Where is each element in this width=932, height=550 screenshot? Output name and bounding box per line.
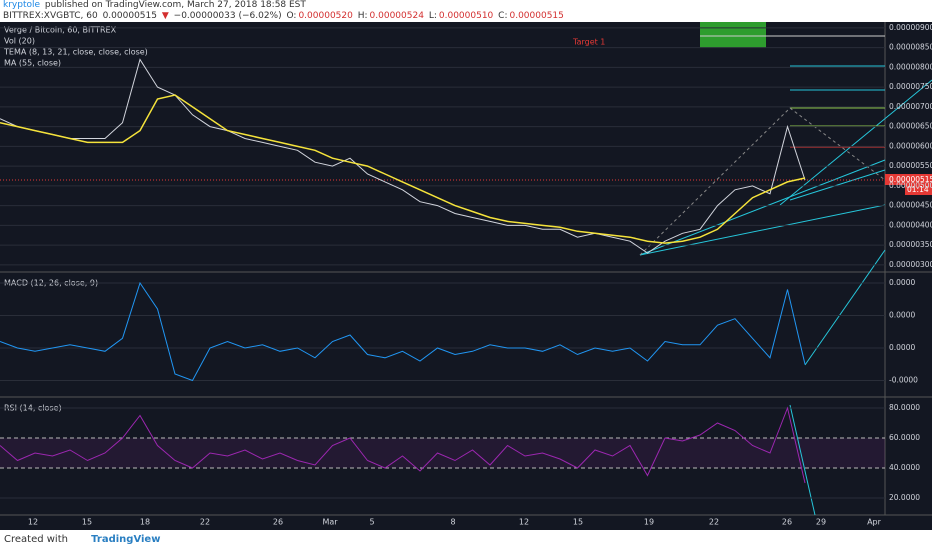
legend-vol: Vol (20)	[4, 37, 35, 46]
series-line	[0, 94, 806, 244]
x-tick-label: 5	[369, 518, 374, 527]
y-tick-label: 0.0000	[889, 343, 915, 352]
x-tick-label: 18	[140, 518, 150, 527]
h-label: H:	[357, 11, 368, 21]
legend-ma: MA (55, close)	[4, 59, 61, 68]
l-label: L:	[428, 11, 437, 21]
x-tick-label: Mar	[322, 518, 338, 527]
y-tick-label: 0.0000	[889, 310, 915, 319]
x-tick-label: 12	[519, 518, 529, 527]
series-line	[0, 58, 806, 254]
x-tick-label: 19	[644, 518, 654, 527]
y-tick-label: 0.00000550	[889, 161, 932, 170]
close: 0.00000515	[509, 11, 564, 21]
y-tick-label: 0.00000900	[889, 23, 932, 32]
publish-line: kryptole published on TradingView.com, M…	[3, 0, 308, 10]
x-tick-label: 26	[273, 518, 283, 527]
x-tick-label: 29	[816, 518, 826, 527]
countdown: 01:14	[907, 185, 929, 194]
y-tick-label: 0.0000	[889, 278, 915, 287]
series-line	[0, 281, 806, 382]
last: 0.00000515	[102, 11, 157, 21]
author[interactable]: kryptole	[3, 0, 41, 10]
symbol: BITTREX:XVGBTC, 60	[3, 11, 98, 21]
brand[interactable]: TradingView	[91, 534, 161, 545]
x-tick-label: Apr	[867, 518, 882, 527]
y-tick-label: 20.0000	[889, 493, 920, 502]
y-tick-label: 60.0000	[889, 433, 920, 442]
y-tick-label: 0.00000400	[889, 220, 932, 229]
quote-line: BITTREX:XVGBTC, 60 0.00000515 ▼ −0.00000…	[3, 11, 566, 21]
chart: Target 1 Verge / Bitcoin, 60, BITTREX Vo…	[0, 22, 932, 530]
x-tick-label: 22	[200, 518, 210, 527]
low: 0.00000510	[438, 11, 494, 21]
c-label: C:	[498, 11, 508, 21]
open: 0.00000520	[298, 11, 353, 21]
y-tick-label: 0.00000650	[889, 122, 932, 131]
target-box	[700, 22, 766, 48]
annotation: Target 1	[572, 38, 605, 47]
published: published on TradingView.com, March 27, …	[44, 0, 306, 10]
fib-levels	[0, 35, 885, 181]
legend-tema: TEMA (8, 13, 21, close, close, close)	[3, 48, 148, 57]
legend-main: Verge / Bitcoin, 60, BITTREX	[4, 26, 117, 35]
y-tick-label: 0.00000850	[889, 43, 932, 52]
arrow: ▼	[161, 11, 169, 21]
change: −0.00000033 (−6.02%)	[173, 11, 282, 21]
price-tag: 0.00000515	[889, 175, 932, 184]
x-tick-label: 15	[82, 518, 92, 527]
trendlines	[639, 79, 932, 516]
price-tag-bg	[885, 174, 932, 185]
series-line	[0, 406, 806, 484]
y-tick-label: 0.00000450	[889, 201, 932, 210]
y-tick-label: 0.00000350	[889, 240, 932, 249]
o-label: O:	[286, 11, 297, 21]
high: 0.00000524	[369, 11, 424, 21]
countdown-bg	[905, 185, 932, 195]
created: Created with	[4, 534, 68, 545]
y-tick-label: 40.0000	[889, 463, 920, 472]
x-tick-label: 12	[28, 518, 38, 527]
plots: 0.00000300 0.00000350 0.00000400 0.00000450…	[0, 23, 932, 527]
projection	[639, 107, 886, 256]
x-tick-label: 26	[782, 518, 792, 527]
y-tick-label: 0.00000800	[889, 62, 932, 71]
x-tick-label: 8	[450, 518, 455, 527]
y-tick-label: 0.00000750	[889, 82, 932, 91]
y-tick-label: 0.00000500	[889, 181, 932, 190]
x-tick-label: 15	[573, 518, 583, 527]
y-tick-label: 0.00000300	[889, 260, 932, 269]
footer: Created with TradingView	[4, 534, 160, 545]
y-tick-label: 80.0000	[889, 403, 920, 412]
y-tick-label: -0.0000	[889, 376, 918, 385]
x-tick-label: 22	[709, 518, 719, 527]
y-tick-label: 0.00000700	[889, 102, 932, 111]
y-tick-label: 0.00000600	[889, 141, 932, 150]
rsi-band	[0, 438, 885, 468]
